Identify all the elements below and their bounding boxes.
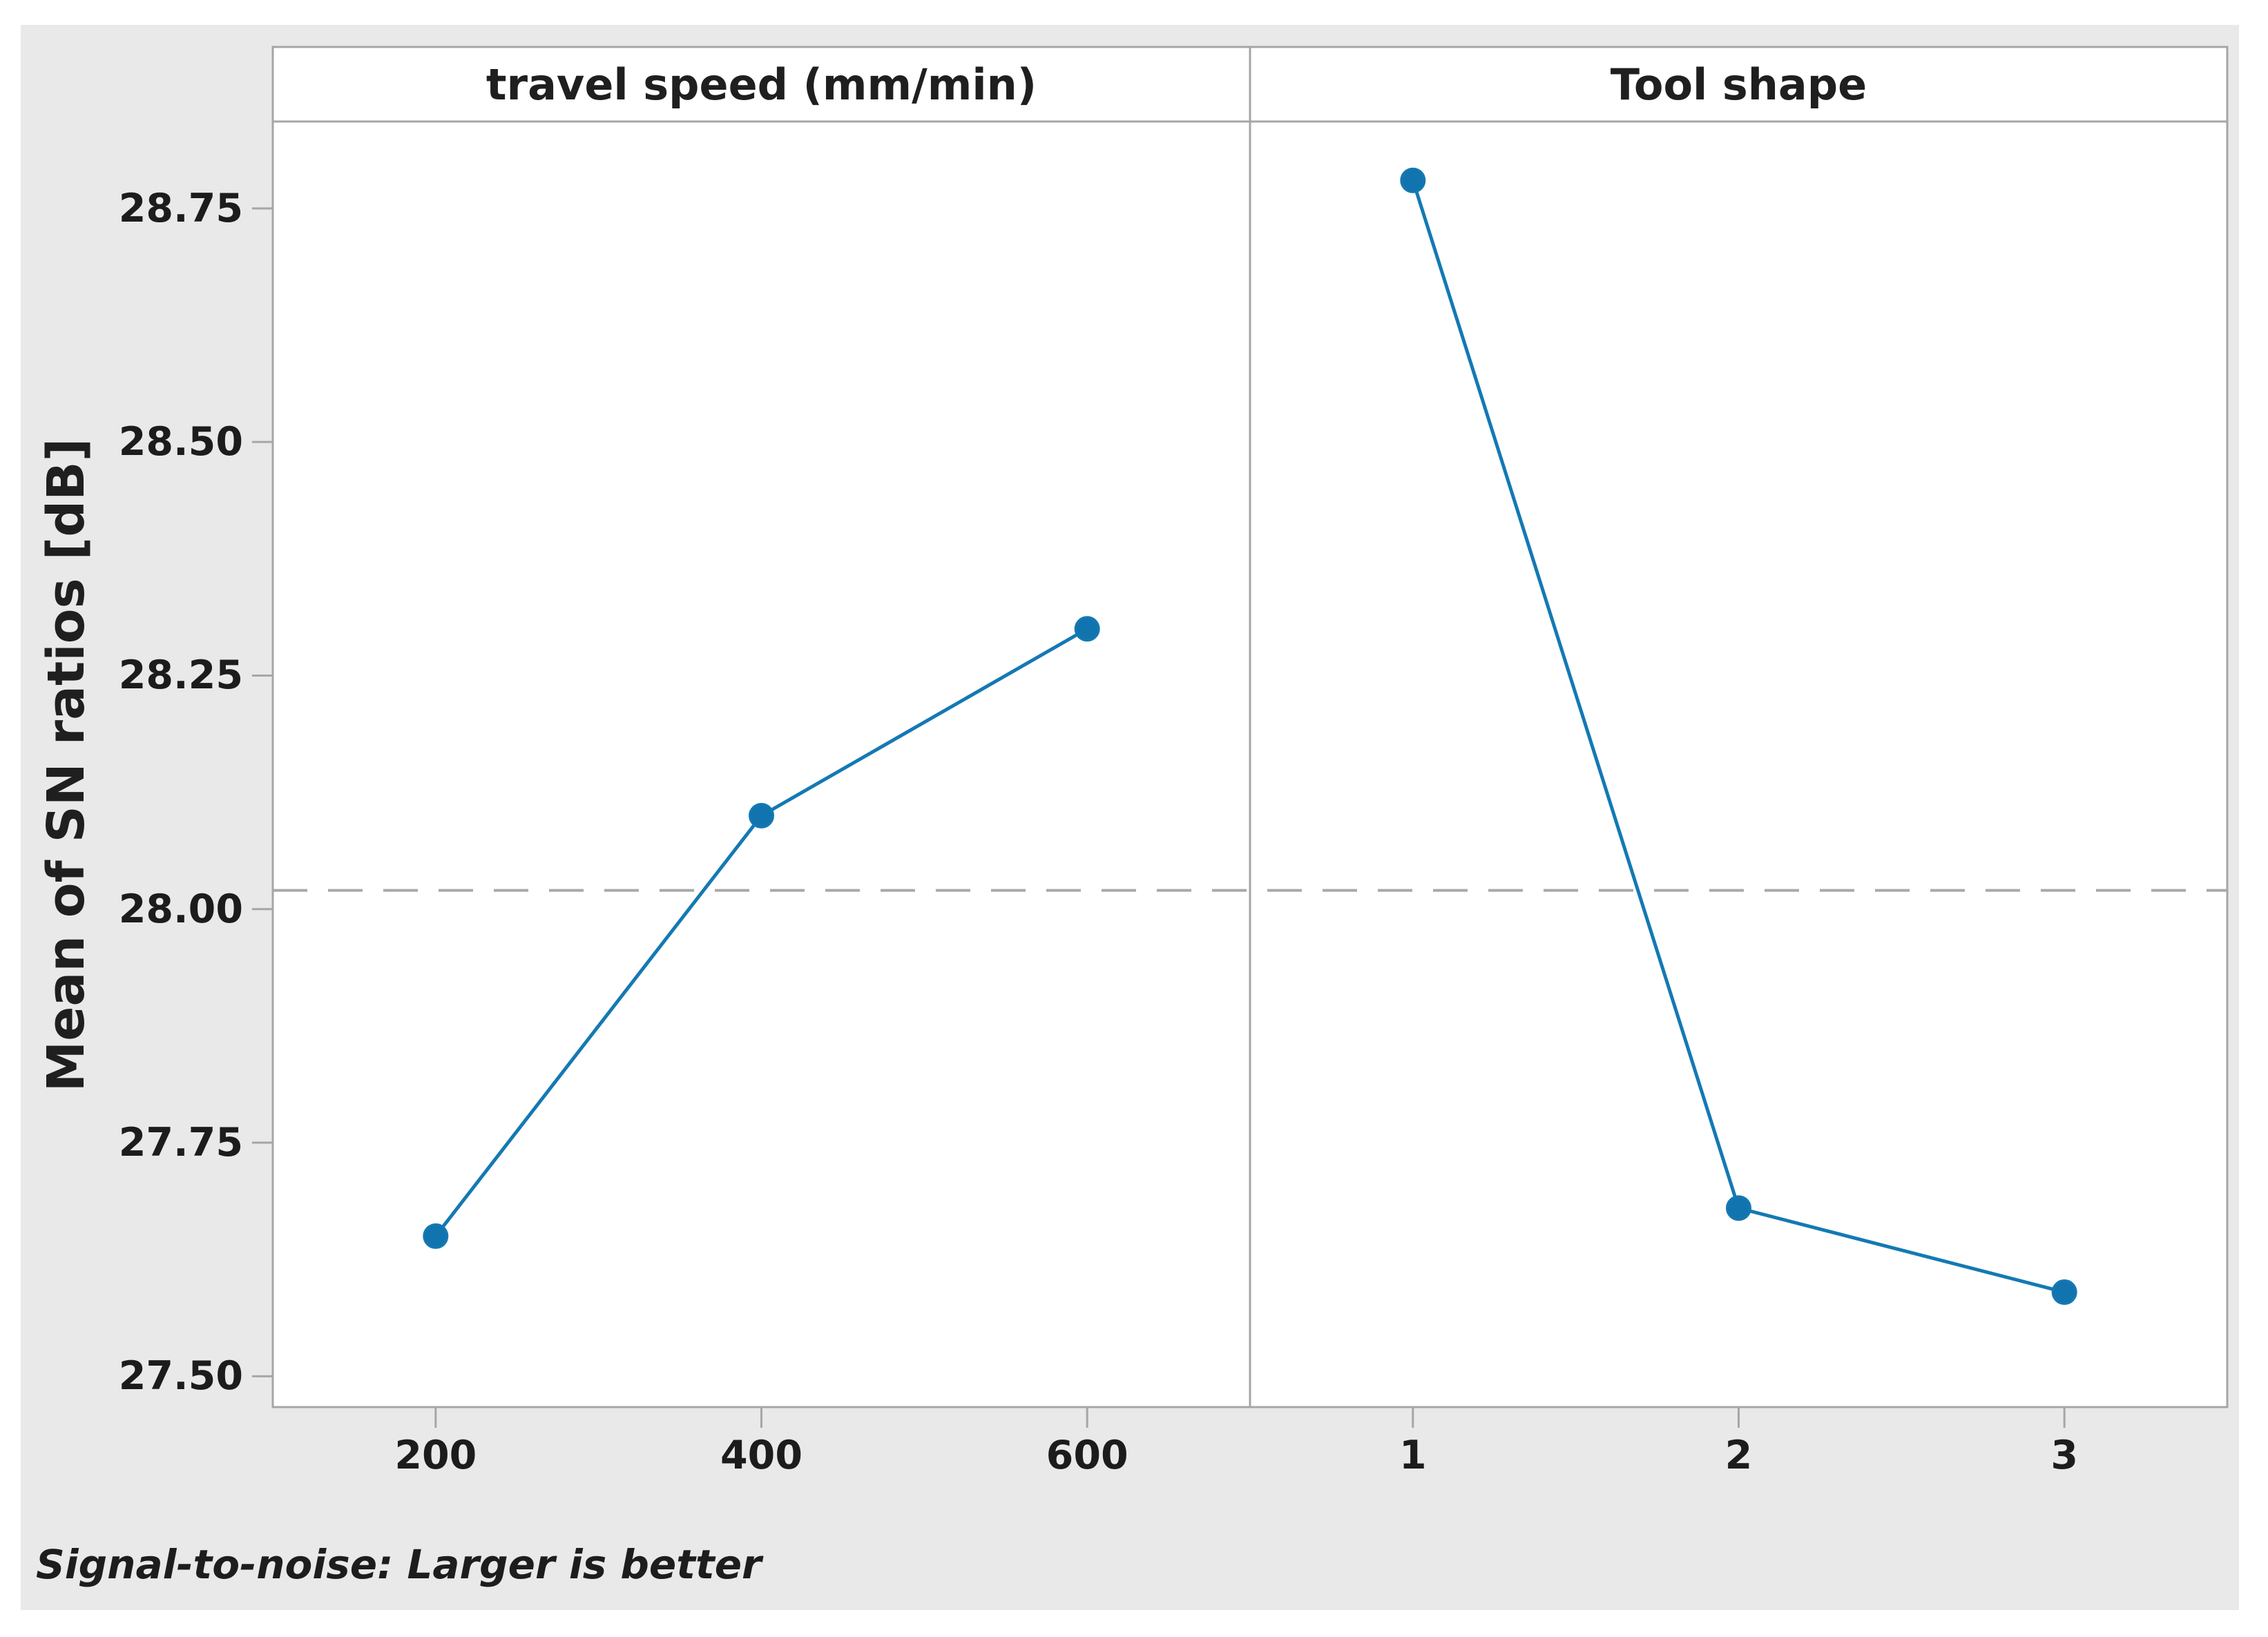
y-axis-tick-label: 28.50 — [118, 419, 243, 465]
signal-to-noise-footnote: Signal-to-noise: Larger is better — [36, 1541, 762, 1588]
x-axis-tick-label: 2 — [1724, 1433, 1753, 1478]
data-point-marker — [749, 802, 774, 829]
data-point-marker — [1726, 1195, 1751, 1221]
x-axis-tick-label: 200 — [394, 1433, 477, 1478]
x-axis-tick-label: 1 — [1399, 1433, 1427, 1478]
y-axis-tick-label: 28.75 — [118, 185, 243, 231]
data-point-marker — [2051, 1279, 2077, 1306]
data-point-marker — [423, 1223, 449, 1249]
panel-title-travel-speed: travel speed (mm/min) — [486, 59, 1037, 110]
y-axis-tick-label: 27.50 — [118, 1353, 243, 1399]
data-point-marker — [1074, 616, 1100, 642]
y-axis-tick-label: 27.75 — [118, 1120, 243, 1166]
x-axis-tick-label: 3 — [2050, 1433, 2078, 1478]
data-point-marker — [1400, 167, 1426, 193]
panel-title-tool-shape: Tool shape — [1610, 59, 1867, 110]
x-axis-tick-label: 400 — [720, 1433, 803, 1478]
y-axis-tick-label: 28.00 — [118, 886, 243, 932]
y-axis-title: Mean of SN ratios [dB] — [37, 438, 96, 1092]
x-axis-tick-label: 600 — [1046, 1433, 1128, 1478]
y-axis-tick-label: 28.25 — [118, 652, 243, 699]
